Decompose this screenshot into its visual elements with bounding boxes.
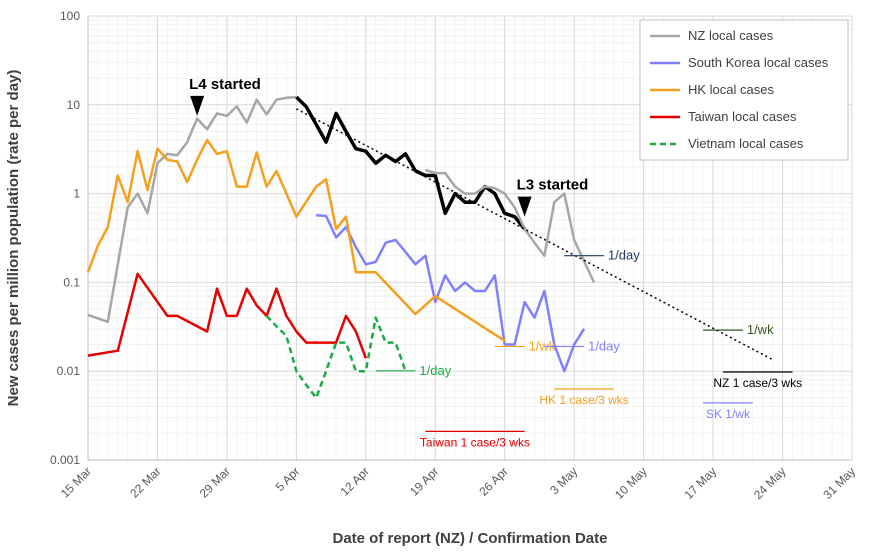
series-line-3 xyxy=(316,214,586,373)
y-tick-label: 100 xyxy=(60,9,80,23)
reference-label-6: HK 1 case/3 wks xyxy=(539,393,628,407)
series-line-0 xyxy=(87,95,297,324)
y-tick-label: 0.1 xyxy=(63,275,80,289)
series-line-1 xyxy=(295,95,526,231)
reference-label-7: SK 1/wk xyxy=(706,407,751,421)
annotation-arrow-0 xyxy=(190,95,205,116)
x-tick-label: 26 Apr xyxy=(476,464,510,498)
annotation-arrow-1 xyxy=(517,196,532,217)
y-tick-label: 0.01 xyxy=(57,364,81,378)
legend-label-4: Vietnam local cases xyxy=(688,136,804,151)
reference-label-0: 1/day xyxy=(608,248,640,263)
legend-label-0: NZ local cases xyxy=(688,28,774,43)
series-line-6 xyxy=(265,315,407,400)
legend-label-3: Taiwan local cases xyxy=(688,109,797,124)
legend: NZ local cases South Korea local cases HK … xyxy=(639,19,849,161)
y-tick-label: 10 xyxy=(67,98,81,112)
reference-label-8: Taiwan 1 case/3 wks xyxy=(420,435,530,449)
x-tick-label: 12 Apr xyxy=(338,464,372,498)
reference-label-1: 1/wk xyxy=(747,322,774,337)
series-line-4 xyxy=(86,138,506,342)
legend-label-1: South Korea local cases xyxy=(688,55,829,70)
series-lines xyxy=(86,95,773,400)
x-tick-label: 5 Apr xyxy=(273,464,303,494)
reference-label-3: 1/wk xyxy=(529,338,556,353)
x-tick-label: 24 May xyxy=(751,464,789,502)
x-tick-label: 22 Mar xyxy=(127,464,163,500)
x-tick-label: 17 May xyxy=(681,464,719,502)
annotation-label-0: L4 started xyxy=(189,76,261,93)
reference-lines: 1/day 1/wk NZ 1 case/3 wks 1/wk 1/day 1/day HK… xyxy=(375,248,802,449)
y-axis-title: New cases per million population (rate p… xyxy=(5,70,22,407)
annotation-label-1: L3 started xyxy=(517,177,589,194)
reference-label-2: NZ 1 case/3 wks xyxy=(713,376,802,390)
x-tick-label: 31 May xyxy=(820,464,858,502)
x-tick-label: 19 Apr xyxy=(407,464,441,498)
annotations: L4 started L3 started xyxy=(189,76,588,217)
reference-label-4: 1/day xyxy=(588,338,620,353)
y-tick-label: 1 xyxy=(73,187,80,201)
series-line-5 xyxy=(87,272,367,359)
legend-label-2: HK local cases xyxy=(688,82,774,97)
y-tick-label: 0.001 xyxy=(50,453,80,467)
x-tick-label: 15 Mar xyxy=(58,464,94,500)
series-line-2 xyxy=(425,168,596,283)
x-tick-label: 29 Mar xyxy=(197,464,233,500)
x-tick-label: 10 May xyxy=(612,464,650,502)
x-tick-label: 3 May xyxy=(547,464,580,497)
reference-label-5: 1/day xyxy=(419,363,451,378)
x-axis-title: Date of report (NZ) / Confirmation Date xyxy=(332,530,607,547)
